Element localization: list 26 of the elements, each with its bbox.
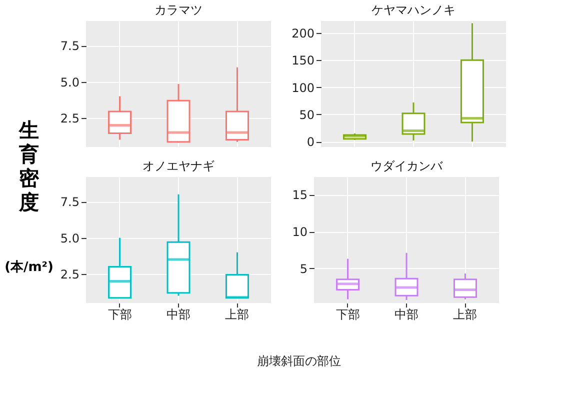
x-tick-label: 中部 bbox=[394, 308, 418, 322]
y-tick-label: 7.5 bbox=[60, 195, 80, 210]
chart-title: ケヤマハンノキ bbox=[372, 3, 456, 17]
y-tick-label: 5.0 bbox=[60, 231, 80, 246]
chart-title: カラマツ bbox=[154, 3, 202, 17]
y-tick-label: 200 bbox=[292, 26, 314, 40]
y-tick-label: 2.5 bbox=[60, 112, 80, 126]
y-tick-label: 15 bbox=[292, 188, 308, 202]
y-tick-label: 2.5 bbox=[60, 268, 80, 282]
x-tick-label: 中部 bbox=[166, 308, 190, 322]
y-tick-label: 5 bbox=[300, 262, 308, 276]
y-tick-label: 100 bbox=[292, 80, 314, 95]
x-axis-title: 崩壊斜面の部位 bbox=[257, 354, 341, 368]
y-tick-label: 150 bbox=[292, 54, 314, 68]
x-tick-label: 上部 bbox=[453, 308, 478, 322]
chart-title: オノエヤナギ bbox=[142, 159, 214, 173]
x-tick-label: 下部 bbox=[108, 308, 132, 322]
y-tick-label: 50 bbox=[299, 108, 314, 122]
y-tick-label: 7.5 bbox=[60, 39, 80, 54]
x-tick-label: 下部 bbox=[336, 308, 360, 322]
x-tick-label: 上部 bbox=[225, 308, 250, 322]
y-tick-label: 10 bbox=[292, 225, 308, 240]
y-tick-label: 5.0 bbox=[60, 75, 80, 90]
text: 生育密度 (本/m²) bbox=[4, 118, 54, 275]
y-tick-label: 0 bbox=[306, 135, 314, 150]
chart-title: ウダイカンバ bbox=[370, 159, 444, 173]
